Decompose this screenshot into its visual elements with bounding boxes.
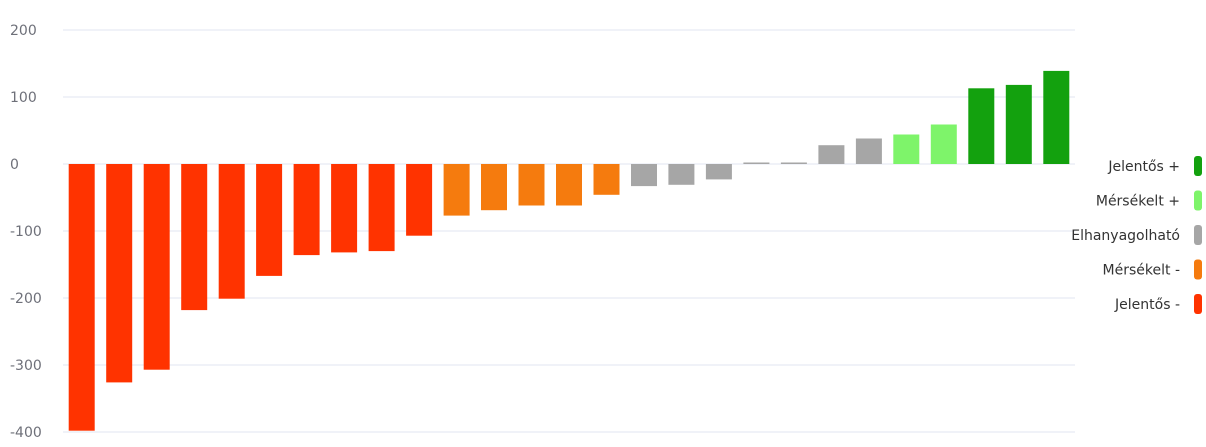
legend-swatch (1194, 225, 1202, 245)
bar (406, 164, 433, 236)
legend-item[interactable]: Elhanyagolható (1071, 225, 1202, 245)
bar (556, 164, 582, 206)
legend-swatch (1194, 294, 1202, 314)
bar (68, 164, 95, 431)
y-tick-label: -200 (10, 291, 42, 307)
bar (331, 164, 358, 253)
bar (1043, 70, 1070, 164)
y-tick-label: -100 (10, 224, 42, 240)
y-tick-label: 100 (10, 90, 37, 106)
legend-label: Jelentős - (1114, 297, 1180, 313)
legend-swatch (1194, 190, 1202, 211)
legend-swatch (1194, 156, 1202, 176)
bar (368, 164, 395, 252)
legend-label: Mérsékelt - (1103, 263, 1180, 279)
bar (481, 164, 507, 211)
legend-item[interactable]: Jelentős - (1114, 294, 1202, 314)
legend-swatch (1194, 259, 1202, 280)
bar (218, 164, 245, 299)
y-tick-label: 200 (10, 23, 37, 39)
bar (631, 164, 657, 187)
bar (968, 88, 995, 164)
bar (1005, 84, 1032, 164)
legend-item[interactable]: Mérsékelt - (1103, 259, 1202, 280)
bars (68, 70, 1070, 431)
bar (443, 164, 470, 216)
bar (780, 162, 807, 164)
legend: Jelentős + Mérsékelt + Elhanyagolható Mérsé… (1071, 156, 1202, 314)
y-axis: 200 100 0 -100 -200 -300 -400 (10, 23, 42, 441)
y-tick-label: -300 (10, 358, 42, 374)
bar (181, 164, 208, 311)
bar (855, 138, 882, 164)
bar (593, 164, 620, 195)
bar (743, 162, 770, 164)
legend-label: Elhanyagolható (1071, 228, 1180, 244)
bar (930, 124, 957, 164)
legend-item[interactable]: Jelentős + (1107, 156, 1202, 176)
bar (818, 145, 845, 164)
y-tick-label: -400 (10, 425, 42, 441)
bar (893, 134, 920, 164)
bar (518, 164, 545, 206)
legend-label: Mérsékelt + (1096, 194, 1180, 210)
bar (668, 164, 695, 185)
bar (256, 164, 283, 276)
y-tick-label: 0 (10, 157, 19, 173)
legend-label: Jelentős + (1107, 159, 1180, 175)
bar (705, 164, 732, 180)
bar (143, 164, 170, 370)
legend-item[interactable]: Mérsékelt + (1096, 190, 1202, 211)
grid (63, 29, 1075, 433)
bar (293, 164, 320, 256)
bar (106, 164, 133, 383)
